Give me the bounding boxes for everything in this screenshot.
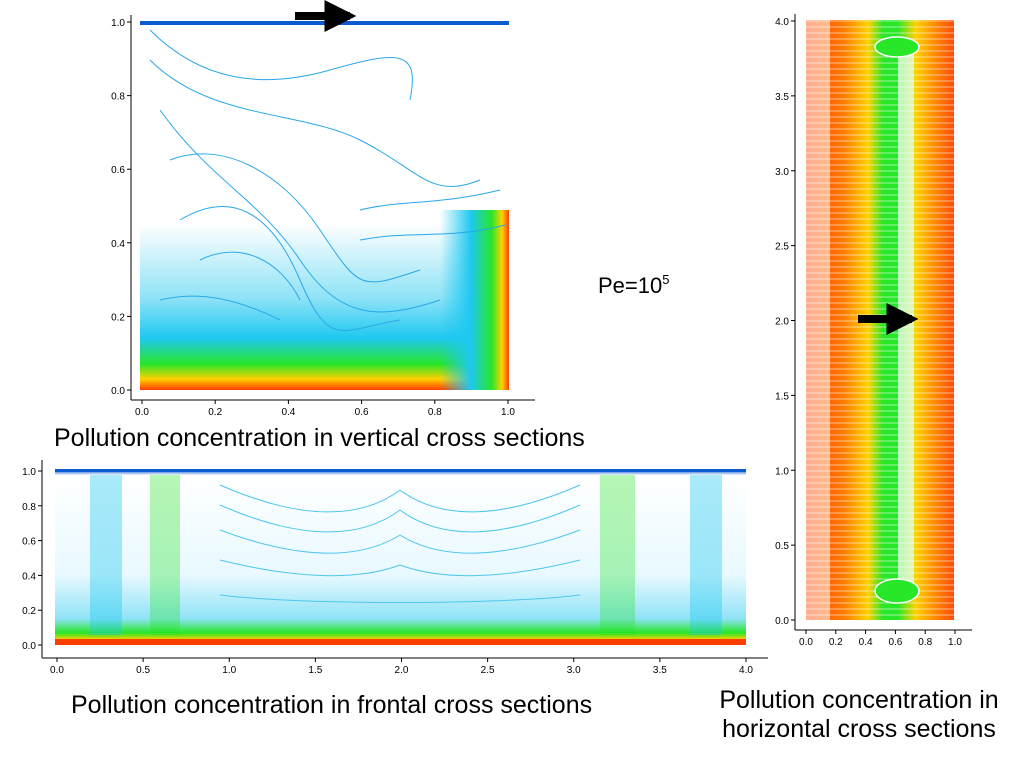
horizontal-x-tick-label: 0.2: [829, 637, 843, 648]
horizontal-panel: 0.0 0.2 0.4 0.6 0.8 1.0 0.0 0.5 1.0 1.5 2.0 2.5 3.0…: [775, 14, 972, 648]
horizontal-y-tick-label: 3.0: [775, 167, 789, 178]
frontal-x-tick-label: 1.0: [222, 665, 236, 676]
horizontal-y-tick-label: 0.5: [775, 541, 789, 552]
vertical-y-tick-label: 0.0: [111, 386, 125, 397]
horizontal-top-vortex: [874, 36, 920, 58]
peclet-text: Pe=10: [598, 273, 663, 298]
horizontal-y-tick-label: 3.5: [775, 92, 789, 103]
horizontal-y-tick-label: 0.0: [775, 616, 789, 627]
frontal-x-tick-label: 0.5: [136, 665, 150, 676]
vertical-right-wall-field: [440, 210, 509, 390]
caption-horizontal-line2: horizontal cross sections: [722, 714, 996, 743]
frontal-x-tick-label: 4.0: [739, 665, 753, 676]
frontal-x-tick-label: 3.0: [567, 665, 581, 676]
horizontal-y-tick-label: 2.0: [775, 317, 789, 328]
vertical-y-tick-label: 0.8: [111, 92, 125, 103]
frontal-y-tick-label: 1.0: [22, 467, 36, 478]
vertical-x-tick-label: 0.4: [281, 407, 295, 418]
frontal-panel: 0.0 0.5 1.0 1.5 2.0 2.5 3.0 3.5 4.0 0.0 0.2 0.4 0.6…: [22, 460, 768, 676]
frontal-x-tick-label: 3.5: [653, 665, 667, 676]
vertical-x-tick-label: 1.0: [501, 407, 515, 418]
vertical-y-tick-label: 0.2: [111, 312, 125, 323]
frontal-side-vortices: [90, 475, 722, 635]
frontal-y-tick-label: 0.4: [22, 571, 36, 582]
frontal-field: [55, 470, 746, 645]
horizontal-x-tick-label: 0.8: [918, 637, 932, 648]
horizontal-edge-left: [806, 20, 830, 620]
peclet-exponent: 5: [662, 272, 670, 287]
vertical-y-tick-label: 0.4: [111, 239, 125, 250]
frontal-y-tick-label: 0.0: [22, 641, 36, 652]
vertical-x-tick-label: 0.6: [355, 407, 369, 418]
horizontal-y-tick-label: 4.0: [775, 17, 789, 28]
horizontal-x-tick-label: 0.4: [859, 637, 873, 648]
frontal-y-tick-label: 0.6: [22, 537, 36, 548]
caption-horizontal-line1: Pollution concentration in: [719, 686, 999, 714]
horizontal-bottom-vortex: [874, 578, 920, 604]
vertical-top-boundary: [140, 21, 509, 25]
vertical-panel: 0.0 0.2 0.4 0.6 0.8 1.0 0.0 0.2 0.4 0.6 0.8 1.0: [111, 0, 535, 418]
vertical-x-tick-label: 0.8: [428, 407, 442, 418]
caption-horizontal: Pollution concentration in horizontal cr…: [700, 686, 1018, 744]
caption-vertical: Pollution concentration in vertical cros…: [54, 424, 585, 452]
frontal-x-tick-label: 0.0: [50, 665, 64, 676]
vertical-x-tick-label: 0.2: [208, 407, 222, 418]
vertical-x-tick-label: 0.0: [135, 407, 149, 418]
vertical-y-tick-label: 0.6: [111, 165, 125, 176]
frontal-top-boundary: [55, 469, 746, 472]
frontal-y-tick-label: 0.8: [22, 502, 36, 513]
horizontal-x-tick-label: 1.0: [948, 637, 962, 648]
horizontal-y-tick-label: 1.0: [775, 466, 789, 477]
vertical-y-tick-label: 1.0: [111, 18, 125, 29]
frontal-x-tick-label: 2.5: [481, 665, 495, 676]
caption-frontal: Pollution concentration in frontal cross…: [71, 691, 593, 719]
horizontal-y-tick-label: 2.5: [775, 242, 789, 253]
peclet-annotation: Pe=105: [598, 272, 669, 299]
frontal-contours: [219, 484, 581, 603]
vertical-contours: [149, 29, 506, 331]
horizontal-y-tick-label: 1.5: [775, 391, 789, 402]
frontal-x-tick-label: 2.0: [395, 665, 409, 676]
horizontal-x-tick-label: 0.0: [799, 637, 813, 648]
frontal-y-tick-label: 0.2: [22, 606, 36, 617]
horizontal-x-tick-label: 0.6: [888, 637, 902, 648]
frontal-x-tick-label: 1.5: [308, 665, 322, 676]
frontal-bottom-boundary: [55, 639, 746, 645]
